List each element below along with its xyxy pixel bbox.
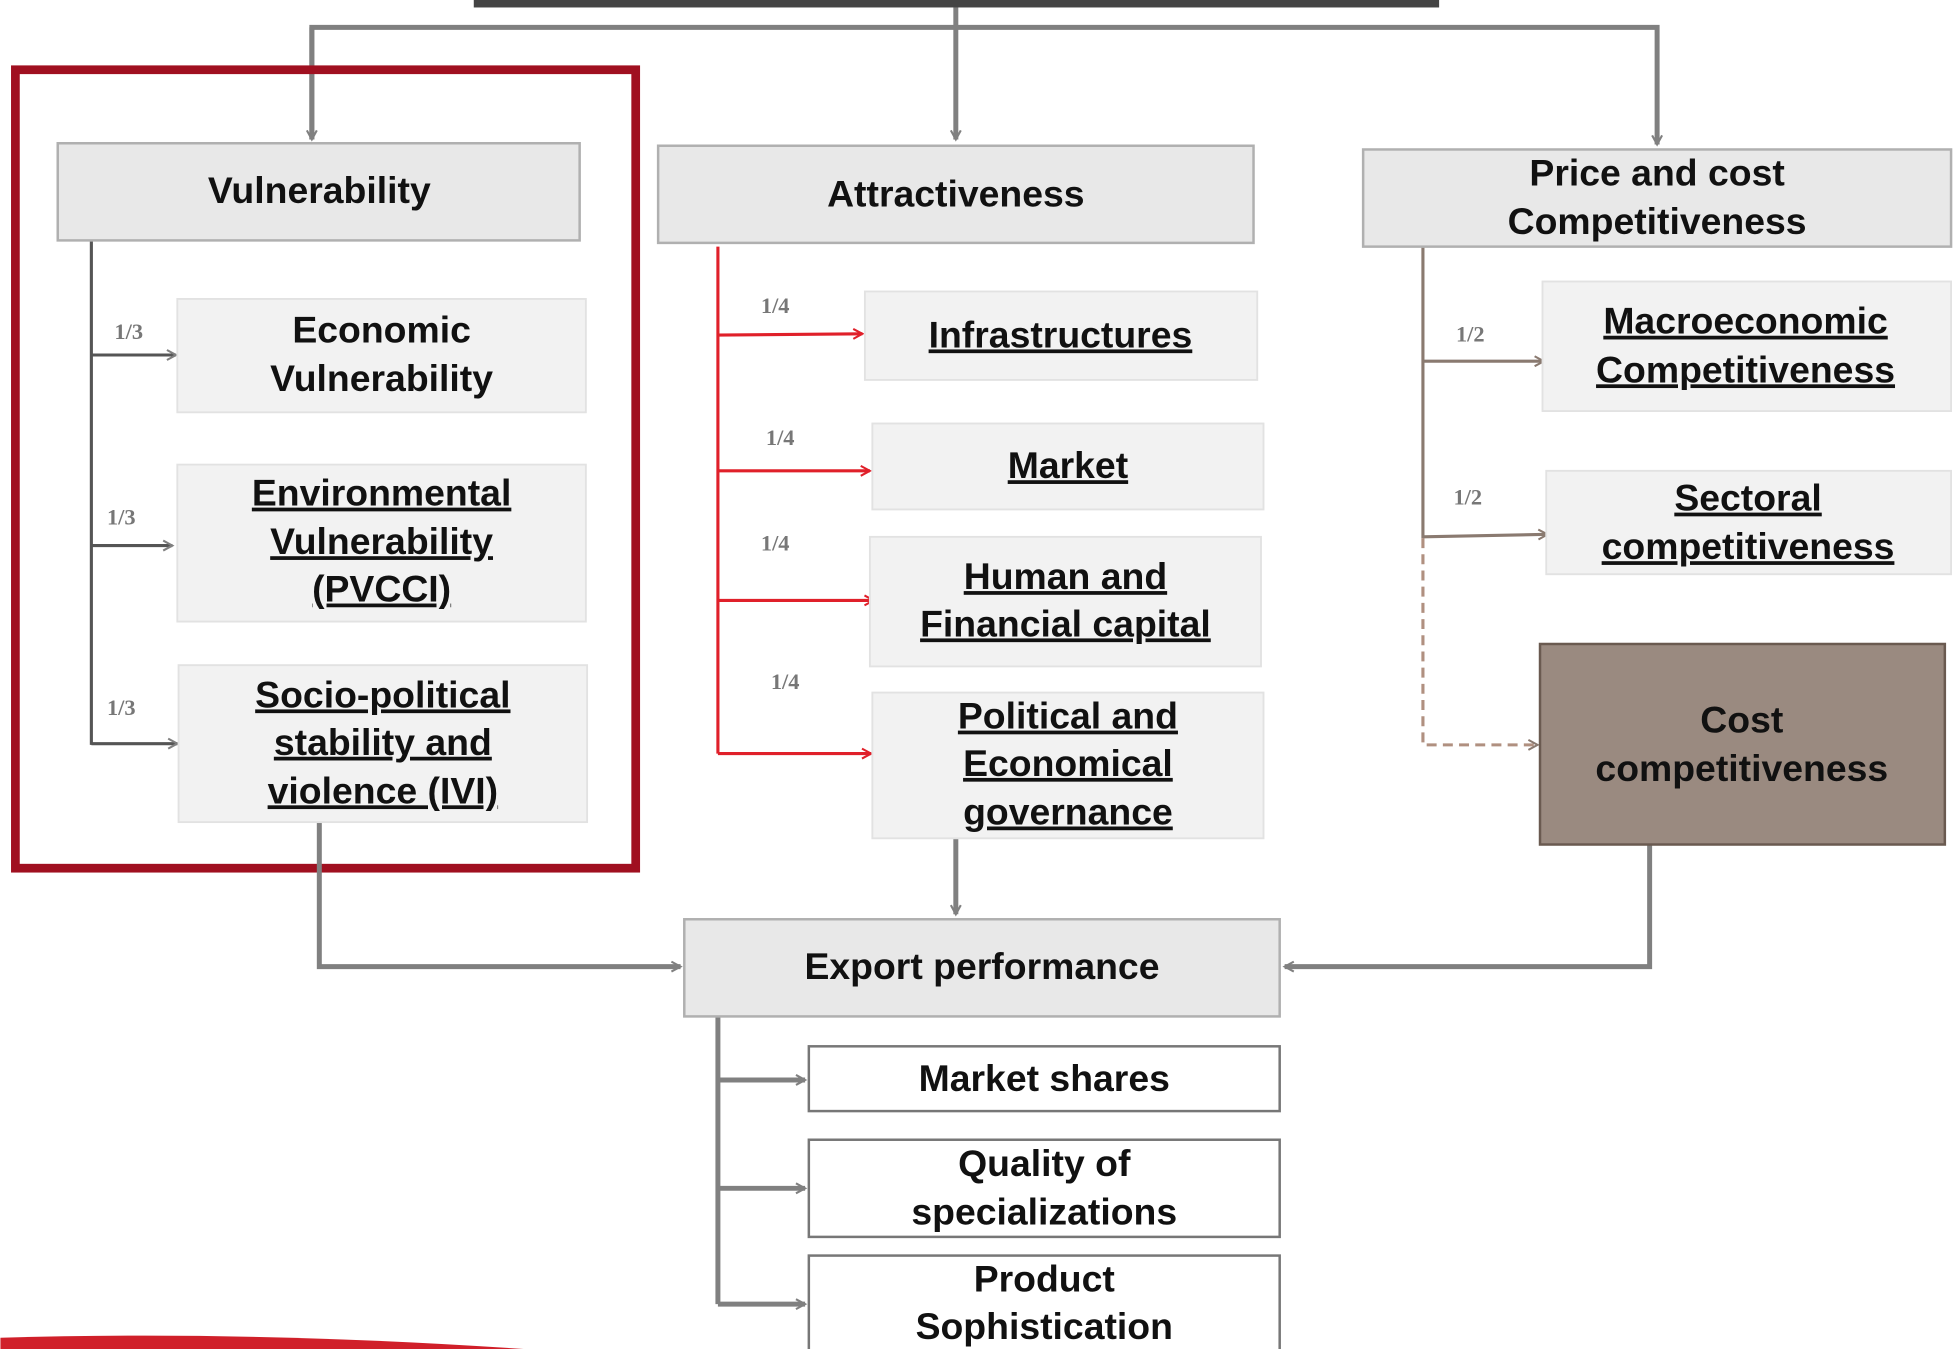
node-label: Cost — [1700, 698, 1783, 740]
weight-label: 1/3 — [107, 695, 136, 720]
node-label: Vulnerability — [270, 357, 493, 399]
weight-label: 1/4 — [761, 293, 790, 318]
node-label: Economical — [963, 742, 1173, 784]
weight-label: 1/3 — [107, 505, 136, 530]
node-label: Product — [974, 1258, 1115, 1300]
node-box — [656, 144, 1255, 245]
node-box — [871, 422, 1265, 511]
weight-label: 1/3 — [114, 319, 143, 344]
weight-label: 1/4 — [771, 669, 800, 694]
node-label: Infrastructures — [929, 313, 1193, 355]
arrow — [717, 328, 865, 340]
node-label: Sectoral — [1674, 477, 1821, 519]
decoration — [0, 1335, 524, 1349]
arrow — [1282, 844, 1653, 973]
node-label: Financial capital — [920, 602, 1211, 644]
node-box — [1361, 148, 1953, 248]
weight-label: 1/2 — [1453, 485, 1482, 510]
node-label: Vulnerability — [270, 520, 493, 562]
node-label: specializations — [911, 1190, 1177, 1232]
arrow — [1422, 528, 1550, 541]
node-label: Socio-political — [255, 673, 510, 715]
node-label: (PVCCI) — [312, 568, 451, 610]
node-box — [177, 664, 589, 824]
highlight-frame — [11, 65, 641, 873]
node-label: stability and — [274, 721, 492, 763]
node-box — [807, 1254, 1281, 1349]
node-label: Export performance — [804, 945, 1159, 987]
node-box — [683, 918, 1281, 1018]
node-label: competitiveness — [1595, 747, 1888, 789]
node-label: violence (IVI) — [268, 769, 498, 811]
weight-label: 1/2 — [1456, 321, 1485, 346]
node-box — [1541, 280, 1953, 412]
node-box — [1538, 642, 1947, 846]
node-label: Competitiveness — [1508, 200, 1807, 242]
node-label: Competitiveness — [1596, 348, 1895, 390]
top-connector — [309, 24, 1663, 147]
node-label: Environmental — [252, 472, 512, 514]
node-label: Economic — [292, 308, 471, 350]
node-label: Price and cost — [1529, 152, 1784, 194]
node-label: Market — [1008, 444, 1128, 486]
node-label: Vulnerability — [208, 169, 431, 211]
node-box — [807, 1138, 1281, 1239]
node-box — [56, 142, 581, 242]
node-box — [176, 463, 587, 623]
weight-label: 1/4 — [761, 531, 790, 556]
node-label: Political and — [958, 695, 1178, 737]
node-label: competitiveness — [1602, 525, 1895, 567]
node-label: Market shares — [919, 1057, 1170, 1099]
node-label: Human and — [964, 555, 1167, 597]
node-label: governance — [963, 791, 1173, 833]
node-box — [868, 535, 1262, 668]
node-box — [863, 290, 1259, 381]
node-box — [1545, 469, 1953, 576]
node-box — [871, 691, 1265, 840]
node-label: Macroeconomic — [1603, 300, 1887, 342]
top-bar — [473, 0, 1440, 8]
arrow — [316, 822, 683, 973]
dashed-arrow — [1421, 538, 1540, 751]
node-label: Sophistication — [916, 1305, 1173, 1347]
node-box — [807, 1045, 1281, 1113]
node-label: Attractiveness — [827, 173, 1084, 215]
node-box — [176, 298, 587, 414]
connectors — [0, 0, 1663, 1349]
weight-label: 1/4 — [766, 425, 795, 450]
node-label: Quality of — [958, 1142, 1131, 1184]
